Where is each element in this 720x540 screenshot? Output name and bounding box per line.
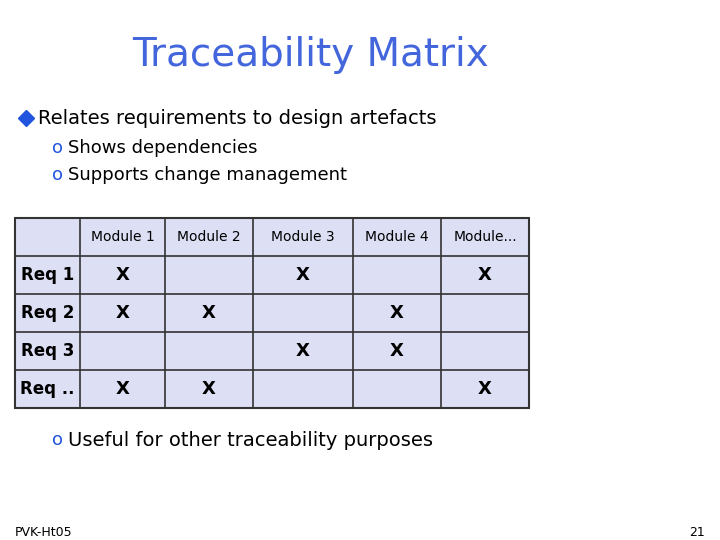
Text: X: X	[478, 380, 492, 398]
Text: PVK-Ht05: PVK-Ht05	[15, 525, 73, 538]
Text: Module 4: Module 4	[365, 230, 429, 244]
Text: Traceability Matrix: Traceability Matrix	[132, 36, 488, 74]
FancyBboxPatch shape	[15, 218, 529, 408]
Text: X: X	[296, 266, 310, 284]
Text: Supports change management: Supports change management	[68, 166, 347, 184]
Text: Relates requirements to design artefacts: Relates requirements to design artefacts	[38, 109, 436, 127]
Text: X: X	[478, 266, 492, 284]
Text: X: X	[202, 304, 216, 322]
Text: o: o	[52, 139, 63, 157]
Text: Module 1: Module 1	[91, 230, 154, 244]
Text: Req ..: Req ..	[20, 380, 75, 398]
Text: Req 2: Req 2	[21, 304, 74, 322]
Text: X: X	[116, 380, 130, 398]
Text: Req 1: Req 1	[21, 266, 74, 284]
Text: X: X	[390, 304, 404, 322]
Text: Module...: Module...	[453, 230, 517, 244]
Text: X: X	[116, 304, 130, 322]
Text: Req 3: Req 3	[21, 342, 74, 360]
Text: Useful for other traceability purposes: Useful for other traceability purposes	[68, 430, 433, 449]
Text: Shows dependencies: Shows dependencies	[68, 139, 258, 157]
Text: Module 2: Module 2	[177, 230, 240, 244]
Text: Module 3: Module 3	[271, 230, 335, 244]
Text: o: o	[52, 431, 63, 449]
Text: X: X	[390, 342, 404, 360]
Text: X: X	[296, 342, 310, 360]
Text: X: X	[202, 380, 216, 398]
Text: X: X	[116, 266, 130, 284]
Text: 21: 21	[689, 525, 705, 538]
Text: o: o	[52, 166, 63, 184]
